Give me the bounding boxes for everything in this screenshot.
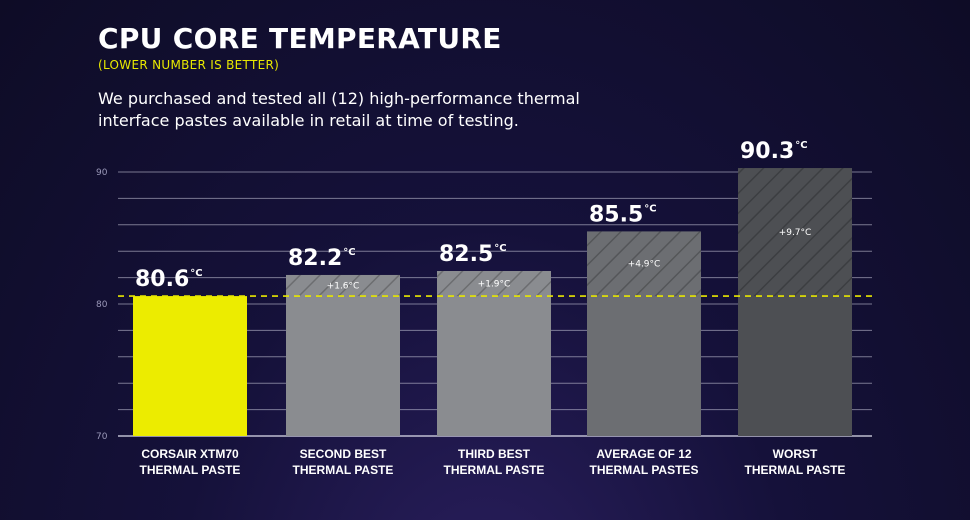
value-label: 82.5 xyxy=(439,242,493,267)
category-label: THERMAL PASTE xyxy=(745,463,846,477)
value-label: 90.3 xyxy=(740,139,794,164)
value-unit-label: °C xyxy=(343,247,355,258)
category-label: THERMAL PASTE xyxy=(293,463,394,477)
category-label: AVERAGE OF 12 xyxy=(596,447,691,461)
chart-title: CPU CORE TEMPERATURE xyxy=(98,22,502,55)
y-tick-label: 90 xyxy=(96,168,108,178)
difference-label: +1.6°C xyxy=(327,282,360,292)
bar-difference-hatch xyxy=(587,231,701,297)
value-unit-label: °C xyxy=(190,268,202,279)
bar-2 xyxy=(437,271,551,436)
y-tick-label: 70 xyxy=(96,432,108,442)
value-label: 85.5 xyxy=(589,202,643,227)
value-unit-label: °C xyxy=(795,140,807,151)
bars xyxy=(133,168,852,437)
category-label: THERMAL PASTE xyxy=(140,463,241,477)
bar-difference-hatch xyxy=(738,168,852,297)
category-label: THIRD BEST xyxy=(458,447,531,461)
category-label: SECOND BEST xyxy=(300,447,387,461)
value-label: 82.2 xyxy=(288,246,342,271)
bar-difference-hatch xyxy=(437,271,551,297)
bar-1 xyxy=(286,274,400,436)
difference-label: +1.9°C xyxy=(478,280,511,290)
category-label: CORSAIR XTM70 xyxy=(141,447,239,461)
chart-description: We purchased and tested all (12) high-pe… xyxy=(98,89,580,130)
value-unit-label: °C xyxy=(494,243,506,254)
category-label: THERMAL PASTE xyxy=(444,463,545,477)
difference-label: +4.9°C xyxy=(628,260,661,270)
chart-subtitle: (LOWER NUMBER IS BETTER) xyxy=(98,58,280,72)
difference-label: +9.7°C xyxy=(779,228,812,238)
y-tick-label: 80 xyxy=(96,300,108,310)
value-label: 80.6 xyxy=(135,267,189,292)
category-label: WORST xyxy=(773,447,818,461)
bar-0 xyxy=(133,296,247,436)
bar-difference-hatch xyxy=(286,274,400,297)
value-unit-label: °C xyxy=(644,203,656,214)
category-label: THERMAL PASTES xyxy=(590,463,699,477)
